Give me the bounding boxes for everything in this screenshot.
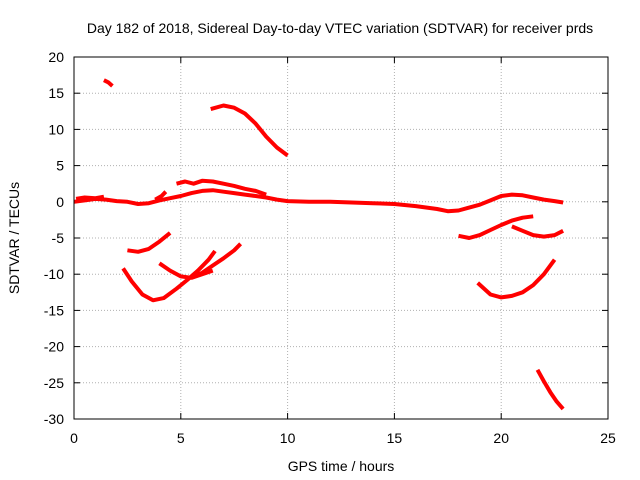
series-seg-m6: [127, 231, 172, 254]
chart-title: Day 182 of 2018, Sidereal Day-to-day VTE…: [87, 20, 593, 36]
y-tick-label: 5: [56, 158, 64, 174]
y-tick-label: -5: [52, 230, 65, 246]
x-axis-label: GPS time / hours: [288, 458, 395, 474]
y-tick-label: 20: [48, 49, 64, 65]
plot-frame: [73, 56, 609, 420]
x-tick-label: 25: [600, 430, 616, 446]
x-tick-label: 0: [70, 430, 78, 446]
y-tick-label: 15: [48, 85, 64, 101]
series-bump-upper: [176, 178, 267, 197]
series-late-m26: [535, 368, 565, 411]
y-tick-label: 10: [48, 121, 64, 137]
y-axis-label: SDTVAR / TECUs: [6, 182, 22, 294]
series-start-upper: [75, 194, 105, 201]
y-axis-ticks: 20 15 10 5 0 -5 -10 -15 -20 -25 -30: [44, 49, 608, 427]
y-tick-label: -20: [44, 339, 64, 355]
y-tick-label: -15: [44, 302, 64, 318]
x-tick-label: 15: [387, 430, 403, 446]
x-tick-label: 20: [493, 430, 509, 446]
x-tick-label: 10: [280, 430, 296, 446]
series-main: [73, 188, 564, 214]
grid: [74, 57, 608, 419]
series-late-m4: [458, 214, 534, 240]
series-seg-16: [103, 78, 114, 88]
y-tick-label: -30: [44, 411, 64, 427]
data-series: [73, 78, 565, 411]
y-tick-label: 0: [56, 194, 64, 210]
series-arc-13: [210, 103, 289, 158]
series-line-m10: [190, 242, 243, 279]
series-late-m13: [476, 258, 557, 300]
series-rise-early: [154, 190, 168, 202]
y-tick-label: -10: [44, 266, 64, 282]
y-tick-label: -25: [44, 375, 64, 391]
x-axis-ticks: 0 5 10 15 20 25: [70, 57, 616, 446]
series-late-m4b: [511, 224, 565, 239]
series-bowl-m13: [121, 249, 217, 303]
x-tick-label: 5: [177, 430, 185, 446]
